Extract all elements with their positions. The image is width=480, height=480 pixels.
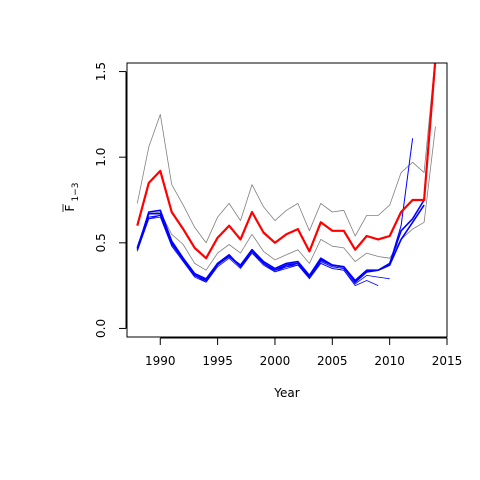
x-tick-label: 1990: [145, 354, 176, 368]
x-tick-label: 2005: [317, 354, 348, 368]
y-axis-label-subscript: 1−3: [71, 183, 81, 202]
y-tick-label: 0.0: [94, 319, 108, 338]
plot-frame: [126, 62, 448, 338]
x-tick-label: 1995: [202, 354, 233, 368]
y-axis-label: F 1−3: [62, 183, 81, 212]
series-line-ci-upper-1: [136, 63, 436, 244]
series-line-ci-lower-2: [136, 126, 436, 271]
series-line-main-0: [136, 63, 437, 260]
series-line-retro-3: [136, 63, 436, 284]
x-axis-label: Year: [273, 386, 299, 400]
series-layer: [136, 63, 437, 287]
x-tick-label: 2010: [374, 354, 405, 368]
series-line-retro-6: [136, 214, 390, 285]
y-axis: 0.0 0.5 1.0 1.5: [94, 62, 127, 338]
x-tick-label: 2000: [260, 354, 291, 368]
series-line-retro-5: [136, 138, 414, 283]
y-axis-label-main: F: [63, 204, 77, 211]
x-tick-label: 2015: [432, 354, 463, 368]
y-tick-label: 1.5: [94, 62, 108, 81]
y-tick-label: 1.0: [94, 148, 108, 167]
y-tick-label: 0.5: [94, 233, 108, 252]
x-axis: 1990 1995 2000 2005 2010 2015: [145, 337, 463, 368]
series-line-retro-7: [136, 216, 379, 287]
